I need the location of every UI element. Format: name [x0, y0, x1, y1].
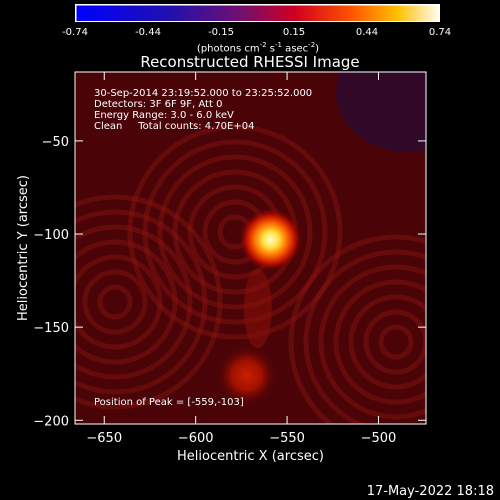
- y-tick-label: −150: [33, 321, 69, 336]
- y-tick-label: −200: [33, 414, 69, 429]
- colorbar-tick-label: 0.74: [428, 27, 452, 38]
- annotation-detectors: Detectors: 3F 6F 9F, Att 0: [94, 99, 223, 110]
- clean-ripple-artifact: [303, 249, 426, 424]
- clean-ripple-artifact: [82, 269, 148, 335]
- clean-ripple-artifact: [333, 279, 426, 405]
- timestamp: 17-May-2022 18:18: [366, 484, 494, 499]
- colorbar-tick-label: -0.44: [135, 27, 161, 38]
- colorbar-tick-label: 0.44: [355, 27, 379, 38]
- clean-ripple-artifact: [318, 264, 426, 420]
- y-tick-label: −50: [42, 135, 69, 150]
- clean-ripple-artifact: [127, 124, 343, 340]
- colorbar-tick-label: 0.15: [282, 27, 306, 38]
- low-intensity-region: [336, 72, 426, 152]
- x-tick-label: −650: [86, 431, 122, 446]
- y-tick-label: −100: [33, 228, 69, 243]
- annotation-energy: Energy Range: 3.0 - 6.0 keV: [94, 110, 234, 121]
- x-tick-label: −600: [178, 431, 214, 446]
- colorbar-tick-label: -0.74: [62, 27, 88, 38]
- x-tick-label: −500: [361, 431, 397, 446]
- clean-ripple-artifact: [75, 239, 178, 365]
- secondary-source: [216, 345, 277, 406]
- clean-ripple-artifact: [348, 294, 426, 390]
- clean-ripple-artifact: [142, 139, 328, 325]
- primary-source: [238, 207, 303, 272]
- annotation-peak-position: Position of Peak = [-559,-103]: [94, 397, 244, 408]
- emission-streak: [243, 268, 272, 349]
- colorbar: [75, 4, 440, 22]
- y-axis-title: Heliocentric Y (arcsec): [16, 175, 31, 321]
- annotation-method: Clean Total counts: 4.70E+04: [94, 121, 255, 132]
- clean-ripple-artifact: [378, 324, 414, 360]
- x-tick-label: −550: [269, 431, 305, 446]
- colorbar-gradient: [75, 4, 440, 22]
- clean-ripple-artifact: [157, 154, 313, 310]
- plot-frame: [74, 71, 427, 425]
- colorbar-tick-label: -0.15: [208, 27, 234, 38]
- colorbar-units: (photons cm-2 s-1 asec-2): [196, 41, 320, 55]
- annotation-time-range: 30-Sep-2014 23:19:52.000 to 23:25:52.000: [94, 88, 313, 99]
- clean-ripple-artifact: [97, 284, 133, 320]
- clean-ripple-artifact: [75, 194, 223, 410]
- clean-ripple-artifact: [75, 254, 163, 350]
- clean-ripple-artifact: [75, 224, 193, 380]
- clean-ripple-artifact: [75, 209, 208, 395]
- clean-ripple-artifact: [288, 234, 426, 424]
- chart-title: Reconstructed RHESSI Image: [140, 53, 360, 71]
- x-axis-title: Heliocentric X (arcsec): [177, 449, 324, 464]
- clean-ripple-artifact: [363, 309, 426, 375]
